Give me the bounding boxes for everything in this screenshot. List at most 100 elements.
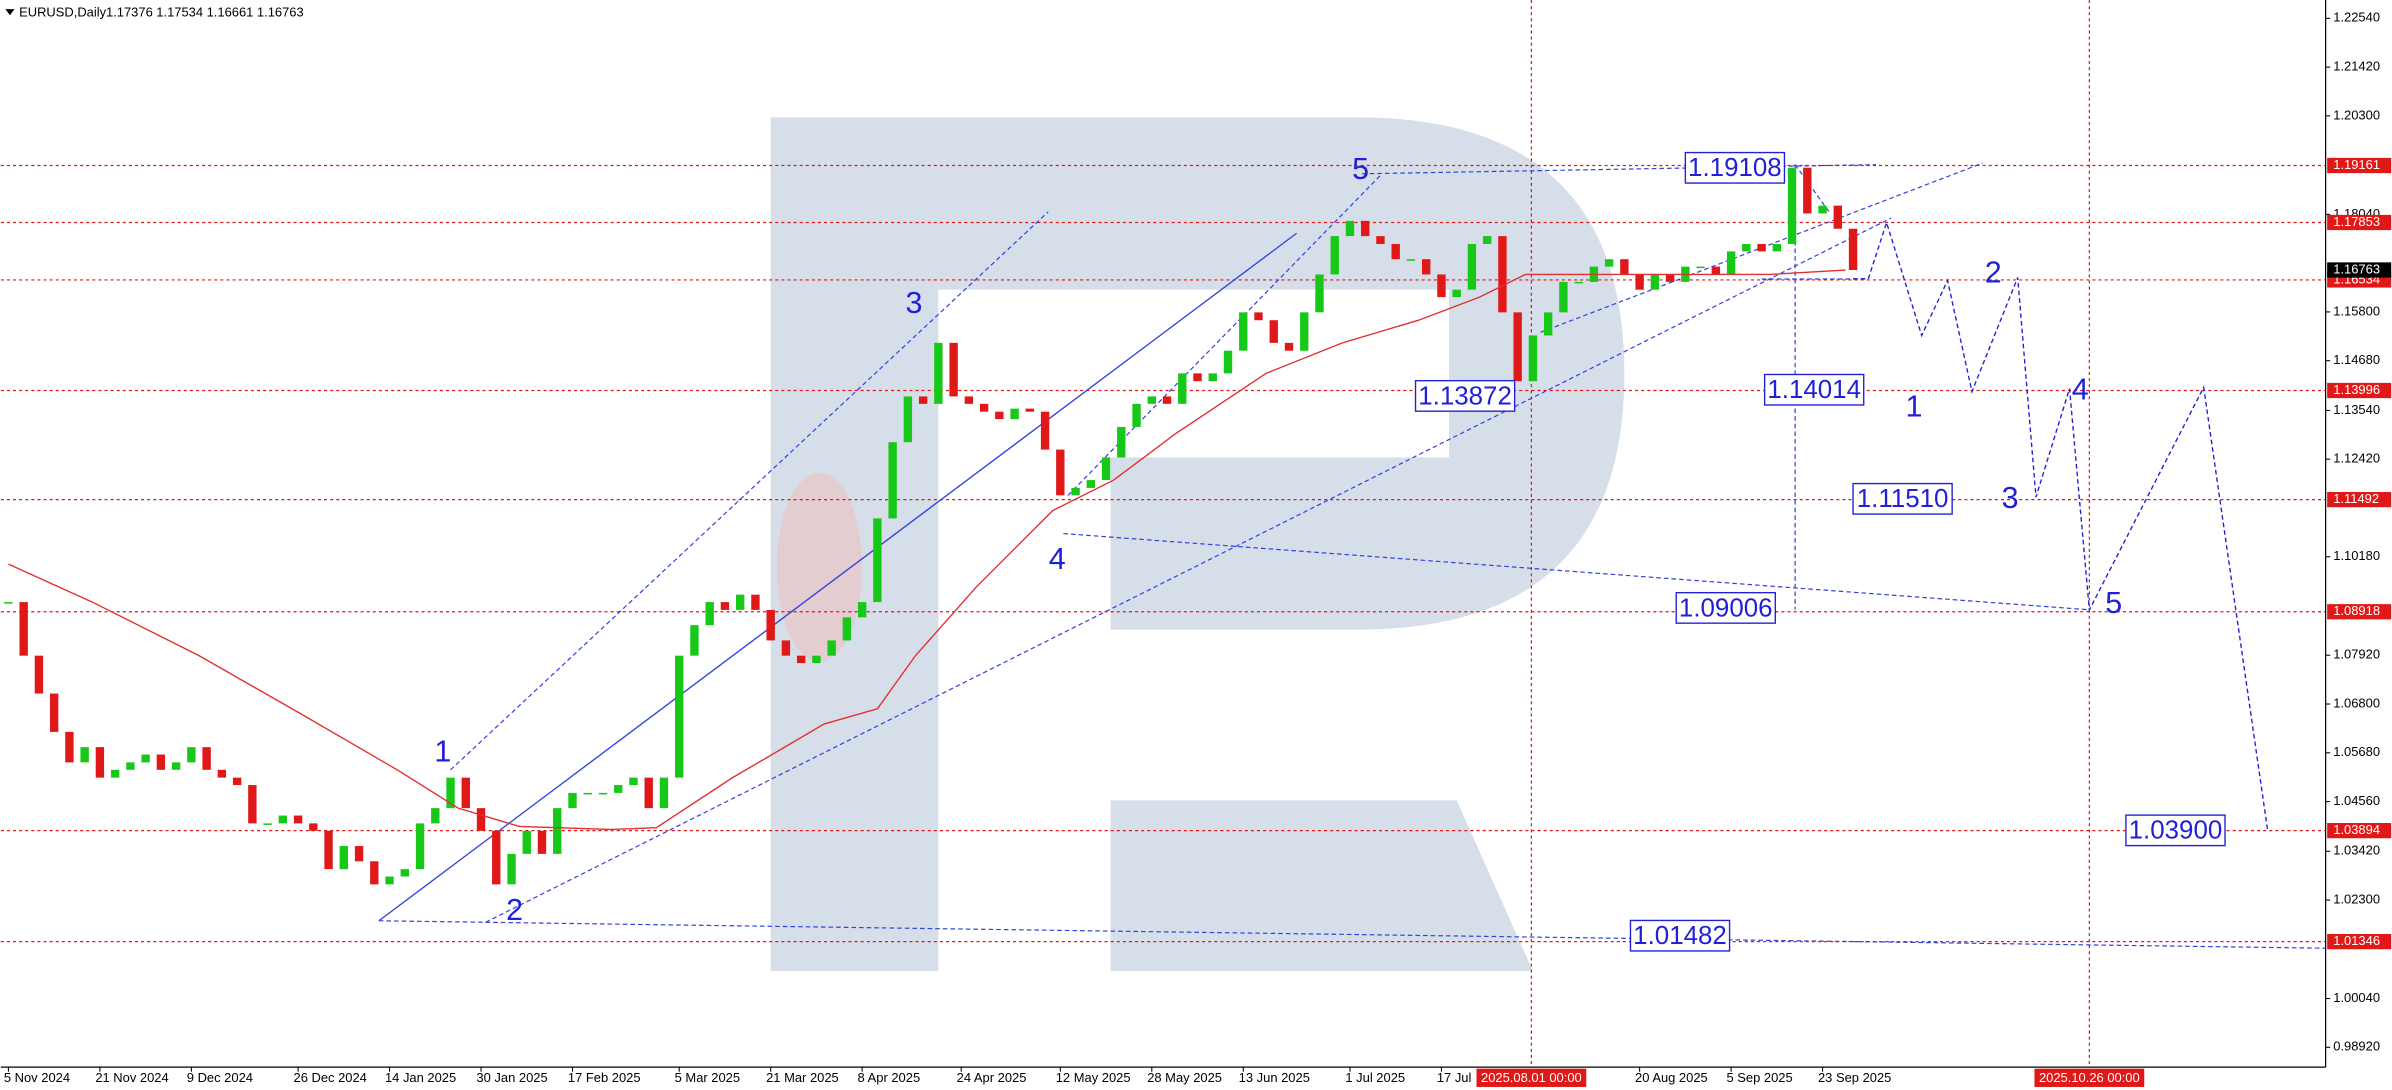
candle	[1147, 396, 1156, 404]
candle	[842, 617, 852, 641]
candle	[1726, 251, 1736, 275]
candle	[1040, 411, 1050, 450]
candle	[644, 777, 653, 809]
price-box	[1414, 379, 1516, 412]
candle	[1010, 408, 1019, 420]
candle	[766, 609, 775, 641]
candle	[720, 602, 730, 610]
x-tick-label: 20 Aug 2025	[1635, 1070, 1708, 1085]
x-tick-label: 8 Apr 2025	[858, 1070, 921, 1085]
candle	[553, 808, 562, 854]
price-box	[1763, 373, 1865, 406]
candle	[354, 846, 364, 862]
x-tick-label: 26 Dec 2024	[294, 1070, 367, 1085]
candle	[1452, 289, 1461, 298]
candle	[4, 602, 13, 604]
candle	[80, 747, 89, 763]
x-tick-label: 5 Mar 2025	[675, 1070, 740, 1085]
wave-label: 3	[2002, 481, 2019, 515]
candle	[95, 747, 105, 778]
candle	[1178, 373, 1187, 404]
candle	[370, 861, 379, 885]
level-label: 1.19161	[2333, 157, 2380, 172]
candle	[187, 747, 196, 763]
candle	[751, 594, 760, 610]
y-tick-label: 1.15800	[2333, 303, 2380, 318]
time-marker-label: 2025.10.26 00:00	[2039, 1070, 2140, 1085]
candle	[476, 808, 486, 831]
candle	[415, 823, 425, 870]
menu-triangle[interactable]	[5, 9, 15, 16]
wave-label: 1	[1906, 390, 1923, 424]
x-tick-label: 17 Feb 2025	[568, 1070, 641, 1085]
x-tick-label: 21 Nov 2024	[95, 1070, 168, 1085]
x-tick-label: 9 Dec 2024	[187, 1070, 253, 1085]
candle	[1528, 335, 1538, 382]
wave-label: 5	[2105, 586, 2122, 620]
candle	[126, 762, 135, 770]
y-tick-label: 1.06800	[2333, 695, 2380, 710]
candle	[1162, 396, 1172, 404]
y-tick-label: 1.10180	[2333, 548, 2380, 563]
ohlc-high: 1.17534	[156, 4, 203, 19]
time-marker-bg	[1476, 1068, 1587, 1087]
trend-line	[378, 232, 1298, 922]
candle	[1543, 312, 1553, 336]
wave-label: 2	[1985, 256, 2002, 290]
candle	[507, 853, 516, 885]
wave-label: 4	[1049, 542, 1066, 576]
level-label-bg	[2327, 822, 2392, 839]
y-tick-label: 1.02300	[2333, 891, 2380, 906]
candle	[979, 403, 989, 412]
candle	[1620, 259, 1629, 275]
candle	[1711, 266, 1721, 275]
price-box	[1852, 482, 1953, 515]
level-label: 1.01346	[2333, 933, 2380, 948]
y-tick-label: 0.98920	[2333, 1039, 2380, 1054]
wave-label: 1	[434, 734, 451, 768]
candle	[1300, 312, 1309, 351]
candle	[1467, 243, 1477, 290]
channel-line	[1067, 174, 1381, 496]
candle	[1284, 342, 1294, 351]
time-marker-label: 2025.08.01 00:00	[1481, 1070, 1582, 1085]
price-box-label: 1.19108	[1688, 154, 1782, 182]
price-box	[2125, 814, 2226, 847]
current-price-label: 1.16763	[2333, 261, 2380, 276]
x-tick-label: 21 Mar 2025	[766, 1070, 839, 1085]
candle	[1376, 236, 1385, 244]
candle	[1757, 243, 1766, 252]
candle	[1193, 373, 1202, 382]
candle	[583, 792, 592, 795]
wave-label: 2	[506, 893, 523, 927]
candle	[1742, 243, 1751, 252]
price-box	[1629, 919, 1731, 952]
candle	[964, 396, 974, 404]
price-box-label: 1.13872	[1418, 382, 1512, 410]
candle	[1772, 243, 1782, 252]
forecast-path	[1853, 220, 2269, 831]
candle	[400, 869, 409, 877]
candle	[781, 640, 791, 656]
level-label: 1.08918	[2333, 603, 2380, 618]
level-label-bg	[2327, 933, 2392, 950]
candle	[1787, 167, 1797, 244]
y-tick-label: 1.04560	[2333, 793, 2380, 808]
candle	[1223, 350, 1233, 374]
level-label: 1.13996	[2333, 382, 2380, 397]
candle	[918, 396, 928, 404]
moving-average	[8, 269, 1846, 831]
candle	[1803, 167, 1812, 214]
candle	[19, 602, 28, 656]
candle	[812, 655, 821, 664]
candle	[1437, 274, 1446, 298]
price-box	[1684, 151, 1786, 184]
support-line	[1063, 532, 2090, 611]
x-tick-label: 14 Jan 2025	[385, 1070, 456, 1085]
y-tick-label: 1.03420	[2333, 843, 2380, 858]
candle	[1345, 220, 1355, 237]
projection-line	[1794, 164, 1831, 214]
ohlc-open: 1.17376	[106, 4, 153, 19]
candle	[217, 769, 227, 778]
